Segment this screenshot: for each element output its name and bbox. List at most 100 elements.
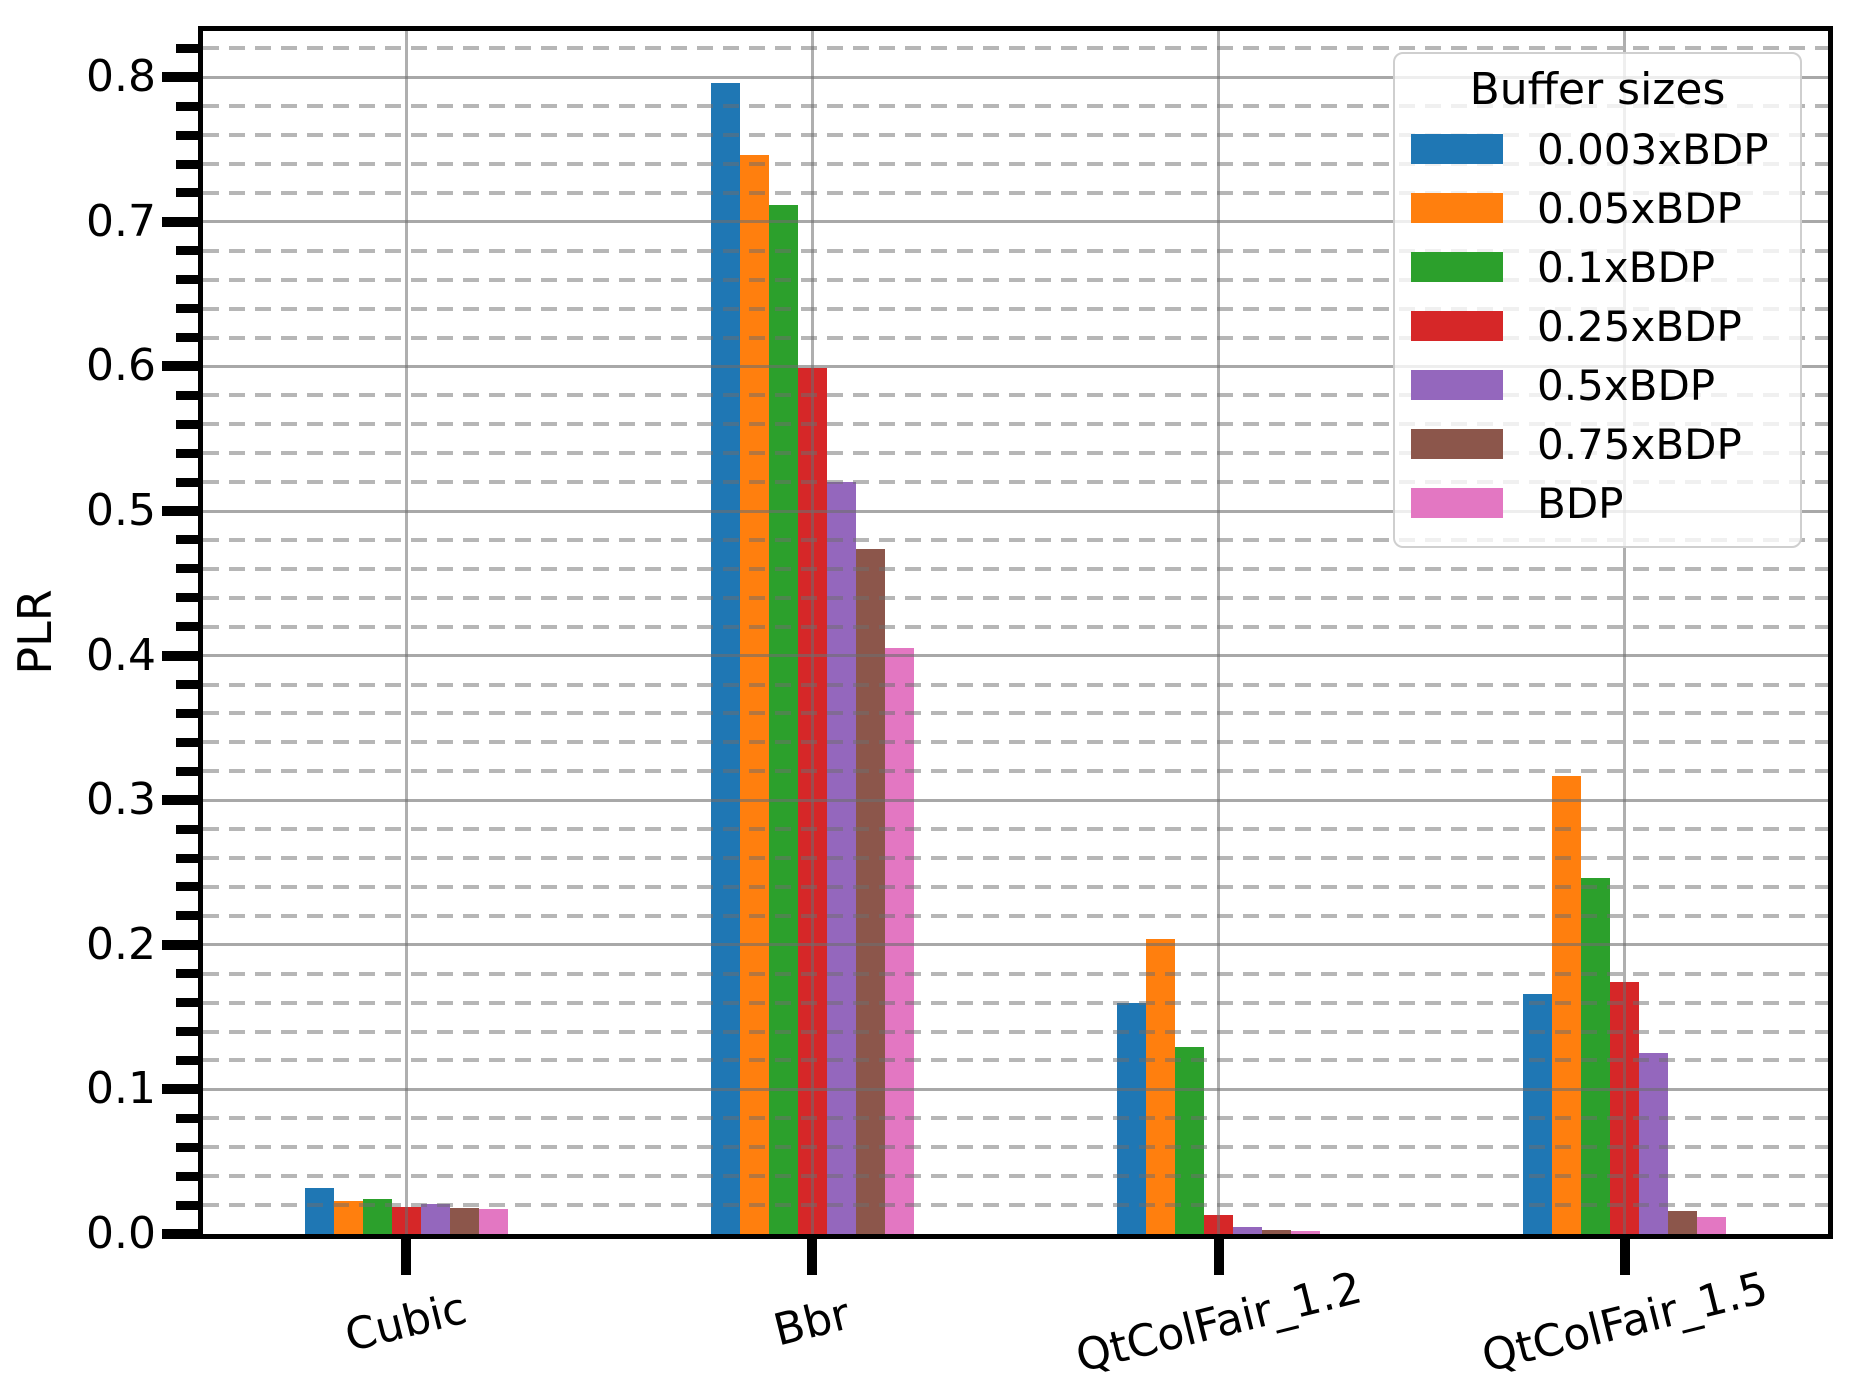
bar: [884, 648, 914, 1234]
y-major-tick: [162, 216, 198, 227]
legend-color-swatch: [1411, 311, 1503, 341]
h-gridline-minor: [203, 884, 1828, 889]
h-gridline-minor: [203, 711, 1828, 716]
h-gridline-minor: [203, 1174, 1828, 1179]
y-minor-tick: [176, 969, 198, 979]
y-minor-tick: [176, 333, 198, 343]
y-tick-label: 0.3: [86, 774, 156, 826]
y-minor-tick: [176, 998, 198, 1008]
y-minor-tick: [176, 188, 198, 198]
h-gridline-minor: [203, 162, 1828, 167]
bar: [710, 83, 740, 1234]
y-tick-label: 0.6: [86, 340, 156, 392]
h-gridline-minor: [203, 682, 1828, 687]
y-tick-label: 0.5: [86, 485, 156, 537]
h-gridline-minor: [203, 1029, 1828, 1034]
h-gridline-minor: [203, 856, 1828, 861]
y-major-tick: [162, 361, 198, 372]
x-tick: [807, 1239, 818, 1275]
legend-item: 0.05xBDP: [1395, 179, 1800, 238]
h-gridline-minor: [203, 1203, 1828, 1208]
y-minor-tick: [176, 708, 198, 718]
y-major-tick: [162, 72, 198, 83]
h-gridline-minor: [203, 769, 1828, 774]
y-minor-tick: [176, 680, 198, 690]
legend-item: 0.1xBDP: [1395, 238, 1800, 297]
bar: [1697, 1217, 1727, 1234]
x-tick: [1213, 1239, 1224, 1275]
y-tick-label: 0.8: [86, 51, 156, 103]
h-gridline-minor: [203, 913, 1828, 918]
h-gridline-minor: [203, 248, 1828, 253]
h-gridline-minor: [203, 480, 1828, 485]
h-gridline-minor: [203, 104, 1828, 109]
legend-color-swatch: [1411, 193, 1503, 223]
h-gridline-major: [203, 1087, 1828, 1091]
bar: [420, 1204, 450, 1234]
bar: [1146, 939, 1176, 1234]
bar: [739, 155, 769, 1234]
h-gridline-major: [203, 654, 1828, 658]
legend-item-label: 0.1xBDP: [1537, 243, 1716, 292]
bar: [449, 1208, 479, 1234]
legend-color-swatch: [1411, 252, 1503, 282]
bar: [1523, 994, 1553, 1234]
h-gridline-minor: [203, 306, 1828, 311]
y-major-tick: [162, 650, 198, 661]
legend-item: 0.25xBDP: [1395, 297, 1800, 356]
y-major-tick: [162, 506, 198, 517]
bar: [478, 1209, 508, 1234]
legend-item-label: 0.25xBDP: [1537, 302, 1742, 351]
y-minor-tick: [176, 1200, 198, 1210]
v-gridline: [810, 31, 814, 1234]
y-major-tick: [162, 795, 198, 806]
y-major-tick: [162, 1084, 198, 1095]
h-gridline-minor: [203, 624, 1828, 629]
y-minor-tick: [176, 130, 198, 140]
y-minor-tick: [176, 159, 198, 169]
y-minor-tick: [176, 622, 198, 632]
bar: [1175, 1047, 1205, 1234]
h-gridline-minor: [203, 1000, 1828, 1005]
h-gridline-minor: [203, 595, 1828, 600]
legend-item-label: 0.75xBDP: [1537, 420, 1742, 469]
h-gridline-minor: [203, 1058, 1828, 1063]
y-minor-tick: [176, 593, 198, 603]
y-minor-tick: [176, 824, 198, 834]
legend-item: 0.003xBDP: [1395, 120, 1800, 179]
h-gridline-major: [203, 220, 1828, 224]
legend-item: 0.75xBDP: [1395, 415, 1800, 474]
legend-item: 0.5xBDP: [1395, 356, 1800, 415]
bar: [304, 1188, 334, 1234]
y-tick-label: 0.1: [86, 1063, 156, 1115]
legend-color-swatch: [1411, 134, 1503, 164]
y-minor-tick: [176, 882, 198, 892]
h-gridline-major: [203, 798, 1828, 802]
h-gridline-minor: [203, 277, 1828, 282]
y-minor-tick: [176, 477, 198, 487]
v-gridline: [1623, 31, 1627, 1234]
bar: [768, 205, 798, 1234]
bar: [1233, 1227, 1263, 1234]
legend-item-label: BDP: [1537, 479, 1624, 528]
bar: [1262, 1230, 1292, 1234]
y-tick-label: 0.0: [86, 1208, 156, 1259]
h-gridline-minor: [203, 46, 1828, 51]
y-minor-tick: [176, 1113, 198, 1123]
h-gridline-major: [203, 509, 1828, 513]
y-minor-tick: [176, 390, 198, 400]
y-minor-tick: [176, 1171, 198, 1181]
y-minor-tick: [176, 535, 198, 545]
h-gridline-minor: [203, 190, 1828, 195]
h-gridline-minor: [203, 740, 1828, 745]
h-gridline-minor: [203, 971, 1828, 976]
y-minor-tick: [176, 101, 198, 111]
legend-color-swatch: [1411, 429, 1503, 459]
h-gridline-minor: [203, 566, 1828, 571]
h-gridline-minor: [203, 451, 1828, 456]
h-gridline-minor: [203, 393, 1828, 398]
h-gridline-minor: [203, 1116, 1828, 1121]
y-minor-tick: [176, 1142, 198, 1152]
h-gridline-major: [203, 364, 1828, 368]
